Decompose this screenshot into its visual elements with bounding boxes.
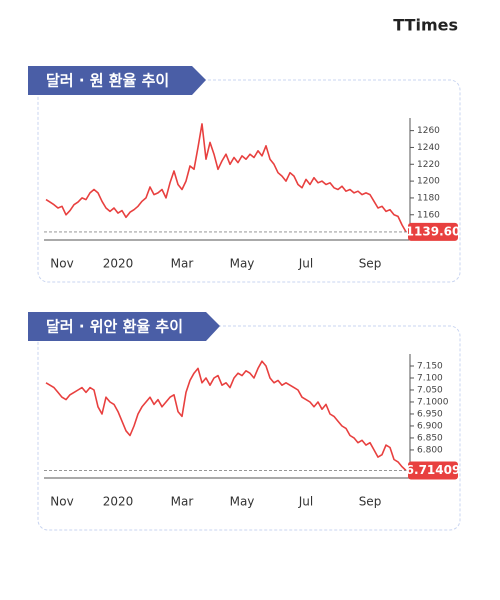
- y-tick-label: 6.950: [417, 409, 443, 419]
- y-tick-label: 6.850: [417, 433, 443, 443]
- x-tick-label: May: [230, 257, 255, 271]
- y-tick-label: 6.800: [417, 445, 443, 455]
- x-tick-label: Nov: [50, 257, 73, 271]
- line: [45, 123, 407, 233]
- y-tick-label: 7.150: [417, 361, 443, 371]
- logo: TTimes: [393, 16, 458, 35]
- y-tick-label: 1200: [417, 177, 440, 187]
- y-tick-label: 7.100: [417, 373, 443, 383]
- title-tab: [28, 66, 206, 95]
- x-tick-label: Mar: [171, 257, 194, 271]
- chart-title: 달러 · 위안 환율 추이: [46, 318, 183, 336]
- x-tick-label: Jul: [298, 257, 313, 271]
- panel: [37, 325, 461, 531]
- y-tick-label: 1220: [417, 160, 440, 170]
- last-value-label: 1139.60: [406, 224, 461, 238]
- last-value-box: [408, 461, 458, 480]
- last-value-box: [408, 222, 458, 241]
- panel: [37, 79, 461, 283]
- x-tick-label: Mar: [171, 495, 194, 509]
- line: [45, 360, 407, 472]
- x-tick-label: 2020: [103, 257, 134, 271]
- x-tick-label: May: [230, 495, 255, 509]
- x-tick-label: 2020: [103, 495, 134, 509]
- x-tick-label: Sep: [359, 257, 382, 271]
- y-tick-label: 1160: [417, 210, 440, 220]
- title-tab: [28, 312, 220, 341]
- y-tick-label: 7.1000: [417, 397, 449, 407]
- y-tick-label: 1240: [417, 143, 440, 153]
- x-tick-label: Nov: [50, 495, 73, 509]
- x-tick-label: Sep: [359, 495, 382, 509]
- x-tick-label: Jul: [298, 495, 313, 509]
- chart-title: 달러 · 원 환율 추이: [46, 72, 169, 90]
- y-tick-label: 7.050: [417, 385, 443, 395]
- last-value-label: 6.71409: [406, 463, 461, 477]
- y-tick-label: 1260: [417, 126, 440, 136]
- y-tick-label: 6.900: [417, 421, 443, 431]
- y-tick-label: 1180: [417, 193, 440, 203]
